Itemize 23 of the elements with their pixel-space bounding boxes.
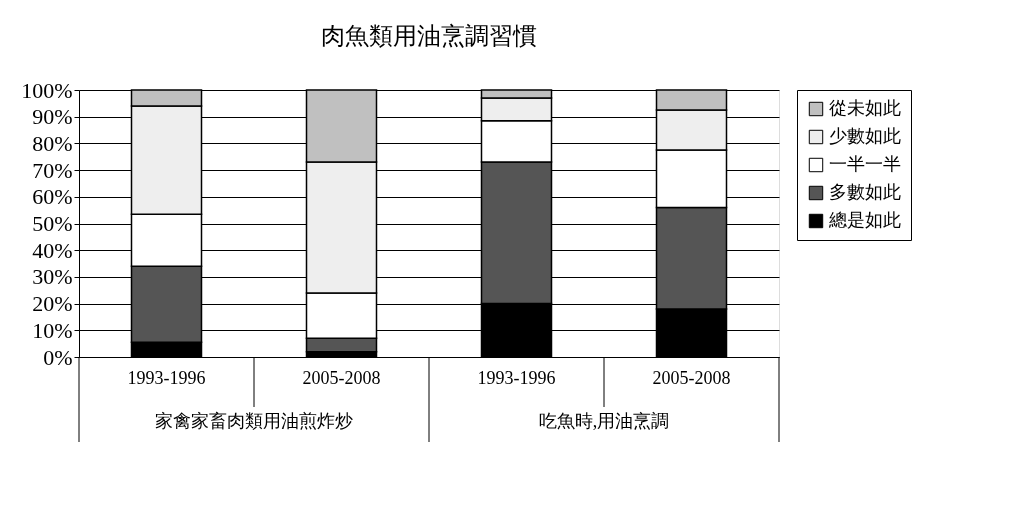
y-tick-label: 20% xyxy=(32,291,73,317)
y-tick-label: 80% xyxy=(32,130,73,156)
y-tick-label: 50% xyxy=(32,211,73,236)
x-tick-label: 1993-1996 xyxy=(477,367,556,388)
y-tick-label: 40% xyxy=(32,237,73,263)
y-tick-label: 10% xyxy=(32,317,73,343)
legend-label: 少數如此 xyxy=(829,126,901,146)
y-tick-label: 60% xyxy=(32,184,73,210)
chart-title: 肉魚類用油烹調習慣 xyxy=(321,23,537,49)
legend-label: 從未如此 xyxy=(829,98,901,118)
y-tick-label: 90% xyxy=(32,104,73,130)
text: 家禽家畜肉類用油煎炸炒 xyxy=(155,411,353,431)
legend-label: 總是如此 xyxy=(828,210,901,230)
y-tick-label: 30% xyxy=(32,264,73,290)
x-tick-label: 1993-1996 xyxy=(127,367,206,388)
legend-label: 多數如此 xyxy=(829,182,901,202)
legend-label: 一半一半 xyxy=(829,154,901,174)
y-tick-label: 100% xyxy=(21,77,73,103)
x-tick-label: 2005-2008 xyxy=(302,367,381,388)
x-tick-label: 2005-2008 xyxy=(652,367,731,388)
y-tick-label: 0% xyxy=(43,344,73,370)
y-tick-label: 70% xyxy=(32,157,73,183)
text: 吃魚時,用油烹調 xyxy=(538,411,670,431)
